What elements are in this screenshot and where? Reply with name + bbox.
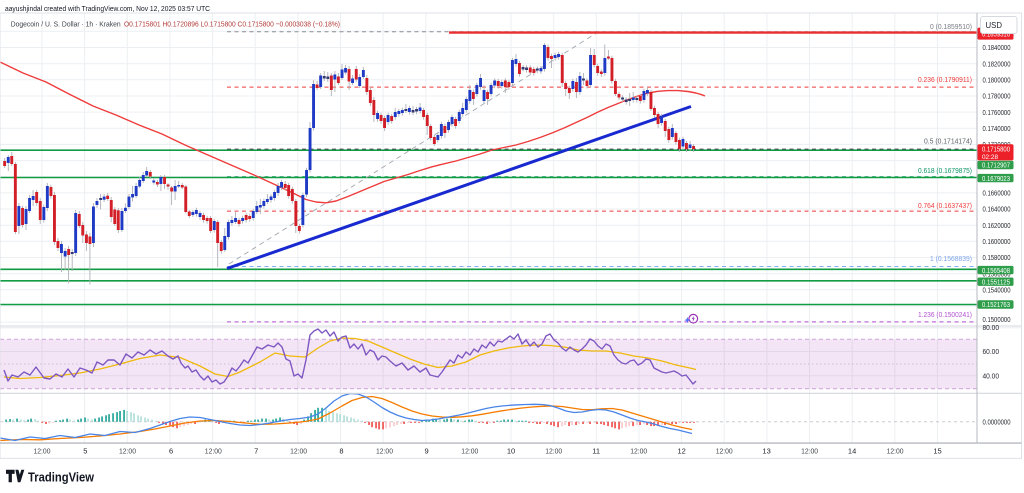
svg-text:60.00: 60.00	[983, 347, 1000, 356]
svg-text:0.0000000: 0.0000000	[983, 417, 1011, 426]
svg-text:12:00: 12:00	[716, 447, 733, 456]
svg-text:0.1800000: 0.1800000	[983, 76, 1011, 85]
svg-text:0.1679023: 0.1679023	[982, 174, 1010, 183]
svg-text:8: 8	[339, 447, 343, 456]
svg-text:0.1660000: 0.1660000	[983, 189, 1011, 198]
svg-text:0.236 (0.1790911): 0.236 (0.1790911)	[918, 75, 972, 84]
svg-text:0.1760000: 0.1760000	[983, 108, 1011, 117]
svg-text:0.1551125: 0.1551125	[982, 277, 1010, 286]
svg-text:40.00: 40.00	[983, 372, 1000, 381]
svg-text:12:00: 12:00	[34, 447, 51, 456]
svg-text:Dogecoin / U. S. Dollar · 1h ·: Dogecoin / U. S. Dollar · 1h · Kraken	[11, 19, 121, 28]
svg-text:9: 9	[425, 447, 429, 456]
svg-text:0.764 (0.1637437): 0.764 (0.1637437)	[918, 201, 972, 210]
svg-text:0.5 (0.1714174): 0.5 (0.1714174)	[924, 136, 972, 145]
svg-text:7: 7	[254, 447, 258, 456]
svg-text:aayushjindal created with Trad: aayushjindal created with TradingView.co…	[5, 4, 210, 13]
svg-text:12: 12	[678, 447, 686, 456]
svg-text:12:00: 12:00	[887, 447, 904, 456]
svg-text:80.00: 80.00	[983, 323, 1000, 332]
svg-text:0.1712907: 0.1712907	[982, 161, 1010, 170]
svg-text:12:00: 12:00	[801, 447, 818, 456]
svg-text:0.618 (0.1679875): 0.618 (0.1679875)	[918, 166, 972, 175]
svg-text:6: 6	[169, 447, 173, 456]
svg-text:0.1620000: 0.1620000	[983, 221, 1011, 230]
svg-text:12:00: 12:00	[290, 447, 307, 456]
svg-text:11: 11	[592, 447, 600, 456]
svg-text:0.1500000: 0.1500000	[983, 315, 1011, 324]
svg-text:0.1640000: 0.1640000	[983, 205, 1011, 214]
svg-text:15: 15	[933, 447, 941, 456]
svg-text:0.1600000: 0.1600000	[983, 237, 1011, 246]
svg-text:0.1521763: 0.1521763	[982, 300, 1010, 309]
svg-text:0.1740000: 0.1740000	[983, 124, 1011, 133]
svg-text:0.1820000: 0.1820000	[983, 59, 1011, 68]
svg-text:13: 13	[762, 447, 770, 456]
svg-text:TradingView: TradingView	[28, 471, 94, 485]
svg-text:1.236 (0.1500241): 1.236 (0.1500241)	[918, 310, 972, 319]
svg-text:1 (0.1568839): 1 (0.1568839)	[930, 254, 972, 263]
svg-text:0.1715800: 0.1715800	[982, 145, 1010, 154]
svg-text:12:00: 12:00	[545, 447, 562, 456]
svg-text:5: 5	[83, 447, 87, 456]
svg-text:0.1580000: 0.1580000	[983, 253, 1011, 262]
svg-text:12:00: 12:00	[630, 447, 647, 456]
svg-text:02:28: 02:28	[982, 154, 998, 161]
svg-text:0.1840000: 0.1840000	[983, 43, 1011, 52]
svg-text:0 (0.1859510): 0 (0.1859510)	[930, 22, 972, 31]
svg-text:12:00: 12:00	[205, 447, 222, 456]
svg-text:0.1540000: 0.1540000	[983, 286, 1011, 295]
svg-text:12:00: 12:00	[119, 447, 136, 456]
svg-text:12:00: 12:00	[461, 447, 478, 456]
svg-text:0.1780000: 0.1780000	[983, 92, 1011, 101]
svg-text:14: 14	[848, 447, 856, 456]
svg-text:0.1565408: 0.1565408	[982, 266, 1010, 275]
svg-text:O0.1715801 H0.1720896 L0.171: O0.1715801 H0.1720896 L0.1715800 C0.1715…	[124, 19, 340, 28]
svg-text:USD: USD	[986, 21, 1003, 30]
svg-text:10: 10	[507, 447, 515, 456]
svg-text:12:00: 12:00	[376, 447, 393, 456]
